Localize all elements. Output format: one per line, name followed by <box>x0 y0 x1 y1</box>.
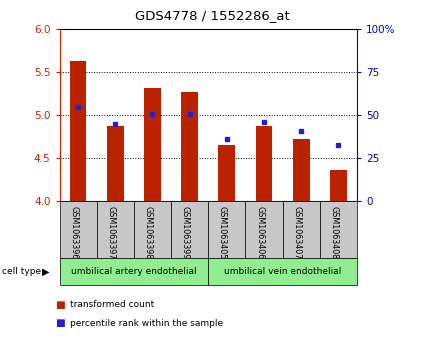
Bar <box>60 201 96 258</box>
Bar <box>208 258 357 285</box>
Bar <box>96 201 134 258</box>
Text: umbilical artery endothelial: umbilical artery endothelial <box>71 267 197 276</box>
Bar <box>320 201 357 258</box>
Bar <box>107 126 124 201</box>
Text: GSM1063408: GSM1063408 <box>329 206 338 259</box>
Text: ▶: ▶ <box>42 266 49 276</box>
Text: GSM1063399: GSM1063399 <box>181 206 190 260</box>
Bar <box>245 201 283 258</box>
Bar <box>144 87 161 201</box>
Text: cell type: cell type <box>2 267 41 276</box>
Bar <box>256 126 272 201</box>
Bar <box>70 61 86 201</box>
Bar <box>218 146 235 201</box>
Bar <box>60 258 208 285</box>
Text: ■: ■ <box>55 318 65 328</box>
Bar <box>171 201 208 258</box>
Text: GDS4778 / 1552286_at: GDS4778 / 1552286_at <box>135 9 290 22</box>
Text: GSM1063396: GSM1063396 <box>69 206 78 259</box>
Bar <box>134 201 171 258</box>
Text: GSM1063405: GSM1063405 <box>218 206 227 259</box>
Text: GSM1063407: GSM1063407 <box>292 206 301 259</box>
Bar <box>293 139 309 201</box>
Text: GSM1063398: GSM1063398 <box>144 206 153 259</box>
Text: percentile rank within the sample: percentile rank within the sample <box>70 319 223 327</box>
Bar <box>283 201 320 258</box>
Bar <box>208 201 245 258</box>
Text: umbilical vein endothelial: umbilical vein endothelial <box>224 267 341 276</box>
Bar <box>181 92 198 201</box>
Text: ■: ■ <box>55 300 65 310</box>
Text: GSM1063397: GSM1063397 <box>106 206 115 260</box>
Text: transformed count: transformed count <box>70 301 154 309</box>
Bar <box>330 170 347 201</box>
Text: GSM1063406: GSM1063406 <box>255 206 264 259</box>
